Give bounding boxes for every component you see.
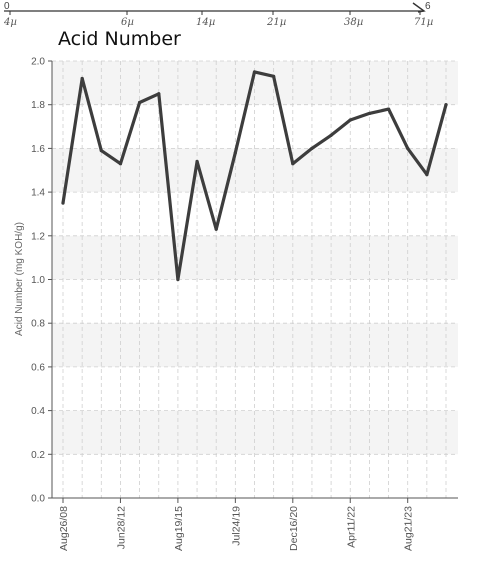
- y-tick-label: 1.4: [31, 188, 45, 199]
- y-tick-label: 1.2: [31, 231, 45, 242]
- data-point: [176, 277, 180, 282]
- sampling-strip: 0 6 4µ 6µ 14µ 21µ 38µ 71µ: [3, 1, 433, 28]
- y-tick-label: 0.0: [31, 494, 45, 505]
- data-point: [367, 111, 371, 116]
- x-tick-label: Aug21/23: [403, 506, 415, 551]
- data-point: [291, 162, 295, 166]
- grid-band: [52, 148, 458, 193]
- data-point: [61, 201, 65, 205]
- sampling-strip-label: 4µ: [3, 17, 17, 28]
- x-tick-label: Jul24/19: [230, 506, 242, 546]
- grid-band: [52, 323, 458, 367]
- data-point: [348, 118, 352, 122]
- data-point: [310, 146, 314, 150]
- chart-title: Acid Number: [58, 28, 181, 50]
- data-point: [157, 92, 161, 96]
- data-point: [214, 227, 218, 231]
- data-point: [425, 173, 429, 177]
- sampling-strip-label: 38µ: [344, 17, 363, 28]
- grid-band: [52, 410, 458, 455]
- grid-band: [52, 61, 458, 105]
- x-tick-label: Jun28/12: [115, 506, 127, 549]
- sampling-strip-label: 14µ: [196, 17, 215, 28]
- x-tick-label: Apr11/22: [345, 506, 357, 548]
- y-tick-label: 0.8: [31, 319, 45, 330]
- y-axis-label: Acid Number (mg KOH/g): [14, 222, 25, 336]
- sampling-strip-label: 71µ: [414, 17, 433, 28]
- y-tick-label: 1.0: [31, 275, 45, 286]
- y-tick-label: 0.6: [31, 362, 45, 373]
- data-point: [272, 74, 276, 78]
- data-point: [252, 70, 257, 74]
- y-tick-label: 0.4: [31, 406, 45, 417]
- data-point: [233, 151, 237, 155]
- data-point: [99, 148, 103, 153]
- data-point: [406, 146, 410, 150]
- data-point: [195, 159, 199, 164]
- data-point: [118, 162, 123, 166]
- grid-band: [52, 235, 458, 280]
- sampling-strip-label: 6µ: [121, 17, 134, 28]
- x-tick-label: Aug19/15: [173, 506, 185, 551]
- acid-number-chart: 0.0 0.2 0.4 0.6 0.8 1.0 1.2 1.4 1.6 1.8 2.0 Aug26/…: [14, 57, 458, 551]
- y-tick-label: 1.8: [31, 100, 45, 111]
- data-point: [329, 133, 333, 137]
- data-point: [386, 107, 391, 111]
- y-tick-label: 0.2: [31, 450, 45, 461]
- sampling-strip-label: 21µ: [266, 17, 286, 28]
- data-point: [444, 103, 448, 107]
- data-point: [138, 100, 142, 105]
- y-tick-label: 2.0: [31, 57, 45, 68]
- data-point: [80, 76, 84, 81]
- sampling-strip-left-value: 0: [4, 1, 10, 12]
- sampling-strip-right-value: 6: [425, 1, 431, 12]
- x-tick-label: Dec16/20: [288, 506, 300, 551]
- y-tick-label: 1.6: [31, 144, 45, 155]
- x-tick-label: Aug26/08: [58, 506, 70, 551]
